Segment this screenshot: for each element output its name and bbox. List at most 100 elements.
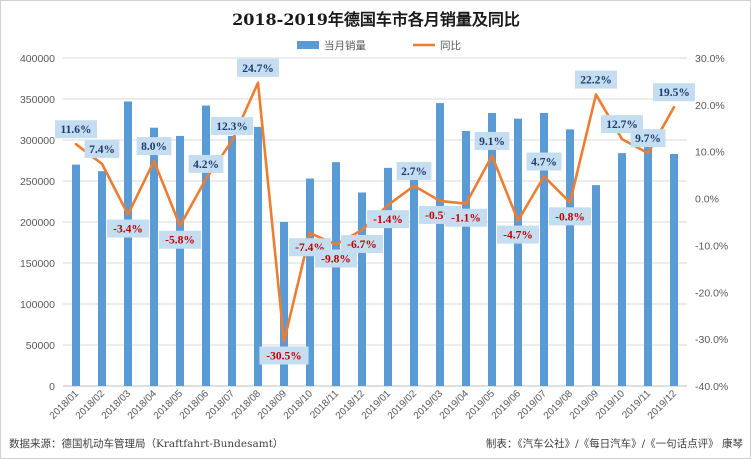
bar <box>306 178 314 386</box>
data-label-box <box>367 210 409 229</box>
bar <box>202 105 210 386</box>
left-axis-tick-label: 350000 <box>20 94 55 106</box>
line-point <box>152 159 156 163</box>
right-axis-tick-label: 10.0% <box>695 147 725 159</box>
data-label-box <box>136 137 172 156</box>
data-label-box <box>188 154 224 173</box>
data-label-box <box>259 346 309 365</box>
x-axis-tick-label: 2019/12 <box>646 388 680 422</box>
data-label-box <box>315 249 357 268</box>
data-label: -3.4% <box>113 224 143 236</box>
line-point <box>178 224 182 227</box>
data-label: 9.1% <box>479 136 505 148</box>
data-label: 11.6% <box>61 124 92 136</box>
data-label-box <box>549 207 591 226</box>
line-point <box>386 203 390 207</box>
legend-bar-label: 当月销量 <box>324 39 366 52</box>
line-point <box>672 106 676 109</box>
credit-note: 制表：《汽车公社》/《每日汽车》/《一句话点评》 康琴 <box>486 437 744 450</box>
bar <box>254 126 262 386</box>
chart-title: 2018-2019年德国车市各月销量及同比 <box>232 10 520 29</box>
data-label-box <box>526 152 562 171</box>
right-axis-tick-label: -40.0% <box>695 381 728 393</box>
line-point <box>230 139 234 143</box>
data-label: 7.4% <box>89 144 115 156</box>
bar <box>462 130 470 386</box>
line-point <box>568 201 572 204</box>
data-label-box <box>341 234 383 253</box>
data-label: -0.8% <box>555 211 585 223</box>
bar <box>332 162 340 386</box>
bar <box>72 164 80 386</box>
data-label: -9.8% <box>321 253 351 265</box>
data-label: 2.7% <box>401 166 427 178</box>
data-label: -1.1% <box>451 213 481 225</box>
bar-series <box>72 101 678 387</box>
line-point <box>594 93 598 96</box>
data-label-box <box>237 58 279 77</box>
legend-line-label: 同比 <box>440 39 461 52</box>
right-axis-tick-label: 0.0% <box>695 194 719 206</box>
bar <box>436 103 444 386</box>
bar <box>358 192 366 386</box>
data-labels: 11.6% 7.4% -3.4% 8.0% -5.8% 4.2% 12.3% 24.7% -30… <box>55 58 695 365</box>
data-label: 12.7% <box>606 119 638 131</box>
bar <box>228 135 236 386</box>
left-axis-ticks: 0 50000 100000 150000 200000 250000 300000 3500… <box>20 53 55 393</box>
data-label: 12.3% <box>216 121 248 133</box>
line-point <box>490 154 494 158</box>
bar <box>98 171 106 386</box>
left-axis-tick-label: 100000 <box>20 299 55 311</box>
bar <box>566 129 574 386</box>
right-axis-tick-label: 20.0% <box>695 100 725 112</box>
legend: 当月销量 同比 <box>297 39 461 52</box>
x-axis-ticks: 2018/012018/022018/032018/042018/052018/… <box>48 388 680 422</box>
data-label: -4.7% <box>503 230 533 242</box>
data-label-box <box>474 131 510 150</box>
left-axis-tick-label: 300000 <box>20 135 55 147</box>
data-label: -5.8% <box>165 235 195 247</box>
bar <box>514 118 522 387</box>
data-label-box <box>55 120 97 139</box>
right-axis-tick-label: -30.0% <box>695 334 728 346</box>
data-label-box <box>396 161 432 180</box>
bar <box>540 112 548 386</box>
bar <box>618 153 626 386</box>
bar <box>384 167 392 386</box>
bar <box>150 127 158 386</box>
source-note: 数据来源：德国机动车管理局（Kraftfahrt-Bundesamt） <box>9 437 283 450</box>
data-label-box <box>159 230 201 249</box>
bar <box>124 101 132 387</box>
line-point <box>126 213 130 216</box>
left-axis-tick-label: 400000 <box>20 53 55 65</box>
line-point <box>464 202 468 205</box>
line-point <box>646 151 650 155</box>
line-point <box>438 199 442 203</box>
right-axis-tick-label: -10.0% <box>695 240 728 252</box>
data-label-box <box>575 70 617 89</box>
bar <box>592 185 600 386</box>
bar <box>488 112 496 386</box>
right-axis-ticks: -40.0% -30.0% -20.0% -10.0% 0.0% 10.0% 20.0% 30… <box>695 53 728 393</box>
left-axis-tick-label: 200000 <box>20 217 55 229</box>
bar <box>176 135 184 386</box>
data-label: 4.2% <box>193 159 219 171</box>
data-label: -1.4% <box>373 214 403 226</box>
data-label: 9.7% <box>635 133 661 145</box>
data-label-box <box>653 83 695 102</box>
bar <box>644 144 652 386</box>
line-point <box>74 143 78 146</box>
line-point <box>360 228 364 232</box>
data-label: -6.7% <box>347 239 377 251</box>
data-label: 4.7% <box>531 157 557 169</box>
data-label-box <box>601 115 643 134</box>
legend-bar-swatch <box>297 41 319 49</box>
data-label: 8.0% <box>141 141 167 153</box>
data-label-box <box>107 219 149 238</box>
left-axis-tick-label: 0 <box>49 381 55 393</box>
line-point <box>282 340 286 343</box>
data-label: 22.2% <box>580 75 612 87</box>
bar <box>280 222 288 386</box>
right-axis-tick-label: 30.0% <box>695 53 725 65</box>
